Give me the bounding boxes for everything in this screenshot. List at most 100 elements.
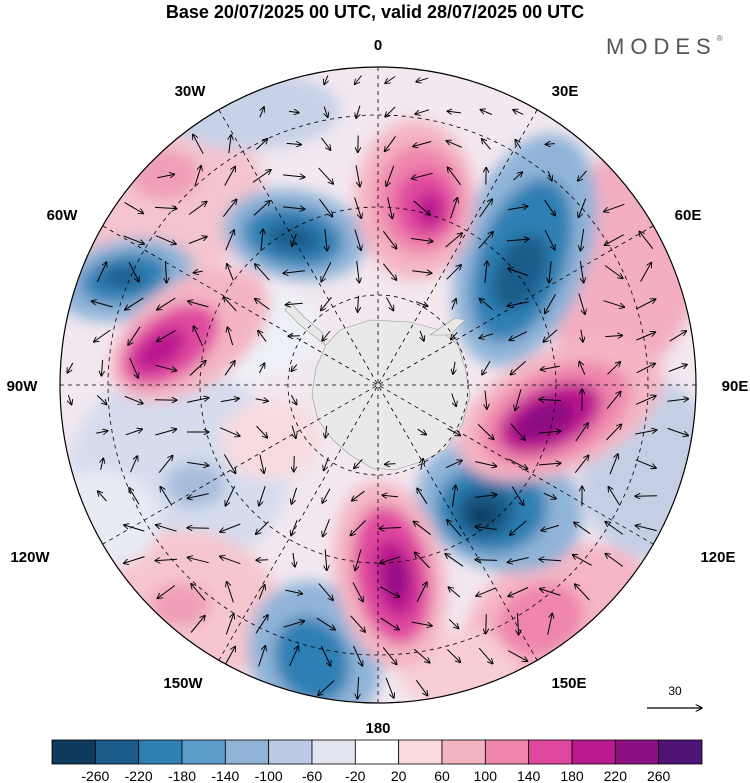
wind-arrow [128, 261, 139, 282]
wind-arrow [255, 399, 269, 401]
wind-arrow [478, 232, 493, 249]
colorbar-label: 180 [560, 768, 584, 783]
wind-arrow [165, 260, 166, 283]
wind-arrow [448, 619, 458, 628]
wind-arrow [357, 676, 358, 699]
wind-arrow [123, 235, 145, 244]
wind-arrow [451, 331, 458, 339]
wind-arrow [667, 399, 689, 401]
lon-120w: 120W [10, 549, 50, 566]
wind-arrow [578, 198, 587, 217]
wind-arrow [609, 454, 618, 475]
colorbar-label: -260 [81, 768, 109, 783]
wind-arrow [479, 333, 494, 339]
wind-arrow [253, 201, 270, 216]
wind-arrow [258, 330, 267, 342]
colorbar-swatch [398, 739, 443, 765]
wind-arrow [294, 456, 295, 472]
wind-arrow [482, 360, 491, 375]
wind-arrow [67, 362, 74, 373]
wind-arrow [124, 525, 145, 532]
wind-arrow [387, 197, 393, 218]
wind-arrow [608, 487, 621, 506]
wind-arrow [485, 261, 487, 283]
wind-arrow [639, 231, 654, 250]
wind-arrow [385, 297, 393, 310]
longitude-labels: 0 180 90W 90E 30W 60W 120W 150W 30E 60E … [7, 37, 749, 737]
wind-arrow [579, 361, 586, 375]
wind-arrow [578, 293, 585, 315]
wind-arrow [417, 428, 427, 435]
wind-arrow [380, 556, 401, 564]
wind-arrow [411, 172, 433, 178]
wind-arrow [155, 429, 176, 436]
colorbar-swatch [311, 739, 356, 765]
lon-150w: 150W [163, 675, 203, 692]
wind-arrow [225, 230, 234, 251]
wind-arrow [385, 464, 396, 465]
wind-arrow [450, 198, 458, 219]
wind-arrow [480, 110, 492, 115]
wind-arrow [575, 423, 588, 442]
wind-arrow [318, 583, 333, 601]
wind-arrow [604, 203, 625, 211]
wind-arrow [258, 646, 266, 667]
colorbar-swatch [441, 739, 486, 765]
wind-arrow [350, 615, 366, 632]
wind-arrow [416, 582, 427, 603]
wind-arrow [288, 111, 299, 112]
wind-arrow [477, 424, 494, 439]
wind-arrow [286, 143, 302, 144]
wind-arrow [415, 679, 427, 696]
wind-arrow [227, 264, 234, 281]
wind-arrow [507, 458, 528, 469]
colorbar-label: -20 [345, 768, 365, 783]
wind-arrow [157, 297, 176, 310]
colorbar-label: 60 [434, 768, 450, 783]
wind-arrow [413, 141, 432, 147]
wind-arrow [124, 201, 144, 213]
wind-arrow [513, 110, 524, 115]
wind-arrow [291, 520, 298, 536]
wind-arrow [607, 362, 621, 375]
colorbar-swatch [354, 739, 400, 765]
wind-arrow [475, 461, 496, 467]
wind-arrow [358, 295, 359, 313]
wind-arrow [225, 485, 236, 506]
wind-arrow [283, 207, 305, 209]
colorbar-label: 20 [391, 768, 407, 783]
wind-arrow [259, 454, 264, 474]
wind-arrow [128, 326, 141, 345]
wind-arrow [155, 235, 176, 245]
wind-arrow [96, 395, 107, 404]
wind-arrow [510, 423, 525, 441]
wind-arrow [669, 331, 687, 342]
wind-arrow [385, 76, 396, 84]
brand-mark: ® [716, 34, 723, 43]
wind-arrow [155, 559, 178, 560]
wind-arrow [325, 229, 327, 251]
wind-arrow [325, 549, 327, 570]
lon-180: 180 [365, 720, 390, 737]
wind-arrow [580, 229, 583, 251]
wind-arrow [547, 613, 553, 635]
wind-arrow [540, 365, 560, 369]
colorbar-swatch [484, 739, 530, 765]
wind-arrow [451, 393, 457, 407]
wind-arrow [539, 399, 562, 400]
wind-arrow [258, 363, 264, 374]
wind-arrow [415, 109, 430, 114]
wind-arrow [479, 299, 494, 310]
wind-vectors [67, 75, 688, 699]
wind-arrow [544, 229, 555, 250]
wind-arrow [445, 554, 464, 567]
wind-arrow [96, 431, 108, 434]
colorbar: -260 -220 -180 -140 -100 -60 -20 20 60 100 140 180 2… [51, 739, 703, 783]
lon-90e: 90E [722, 378, 749, 395]
wind-arrow [545, 144, 555, 145]
wind-arrow [382, 230, 396, 249]
wind-arrow [318, 680, 335, 696]
wind-arrow [486, 614, 487, 634]
wind-arrow [383, 263, 396, 280]
wind-arrow [452, 299, 456, 310]
